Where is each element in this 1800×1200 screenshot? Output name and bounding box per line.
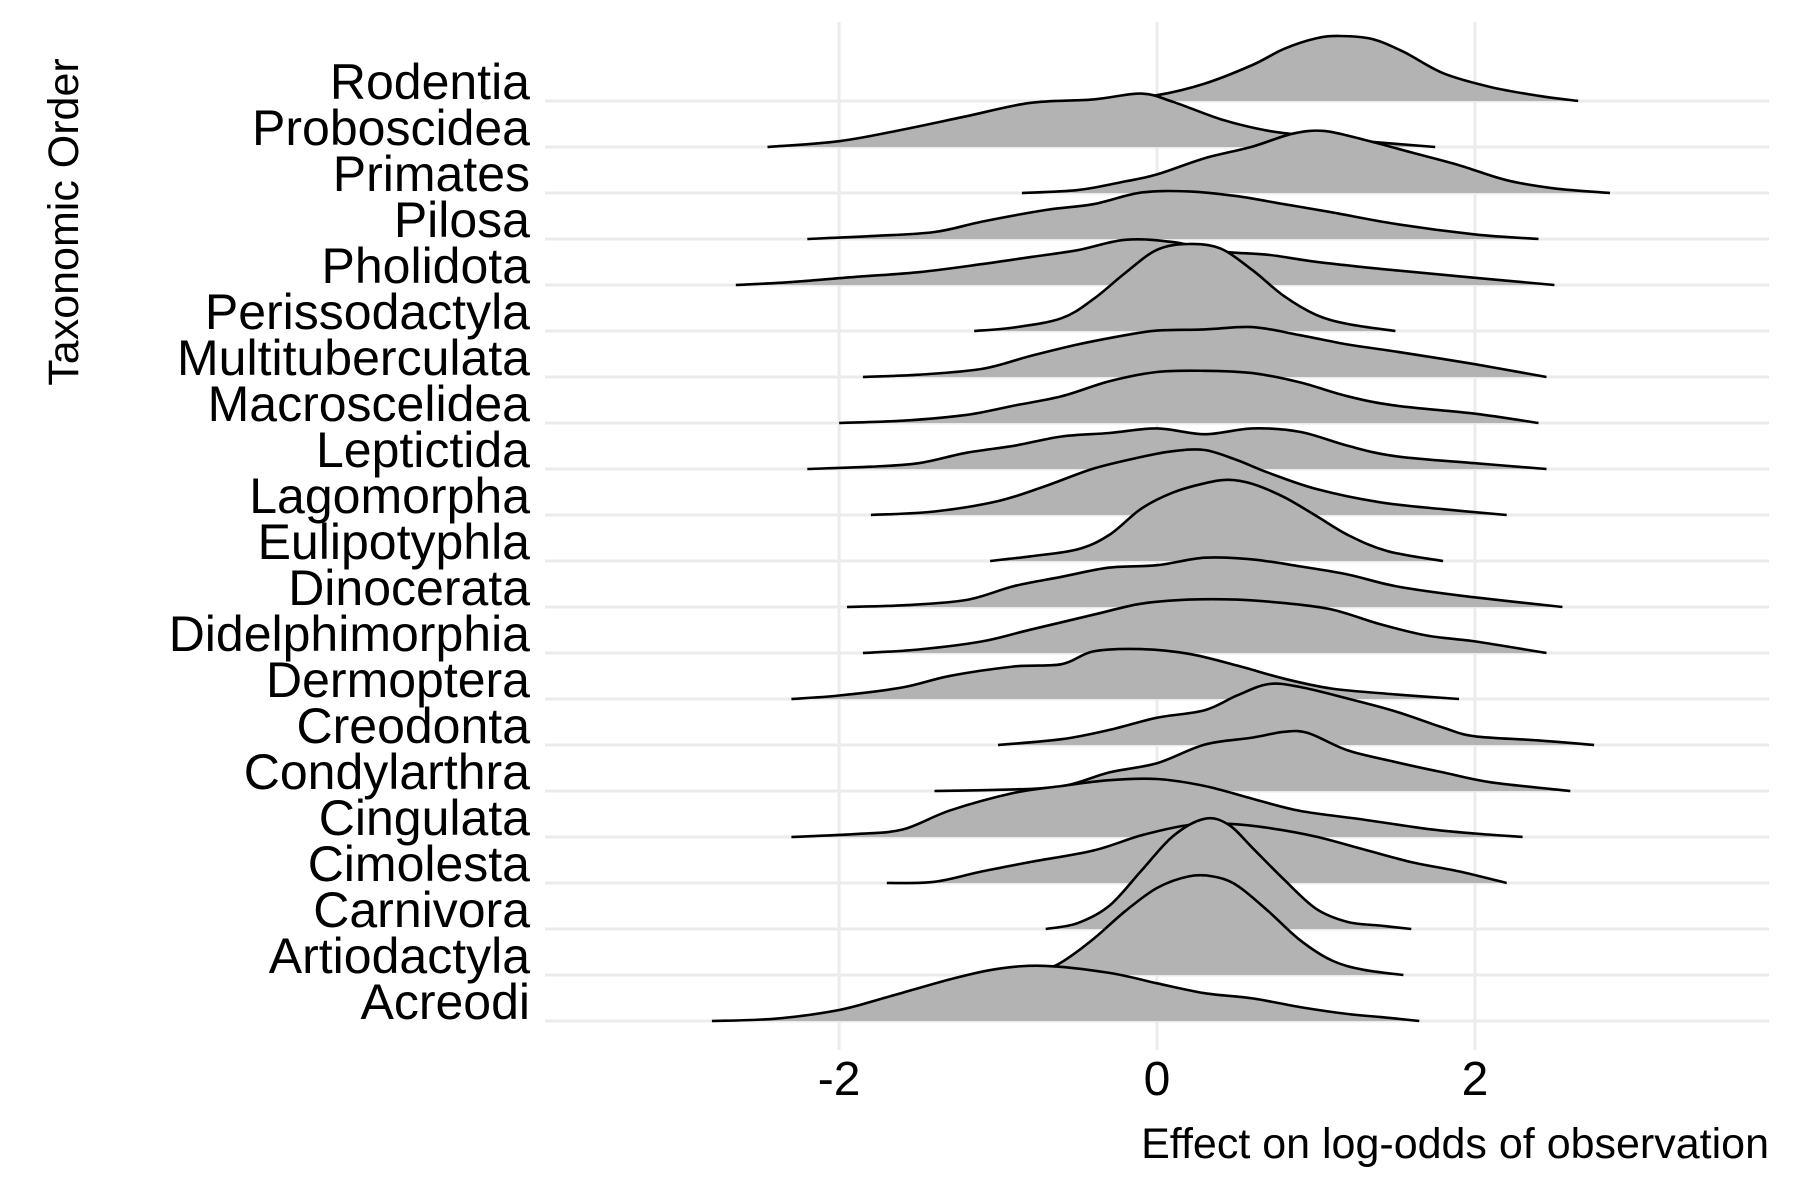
category-label: Cingulata <box>319 790 530 846</box>
ridge-outline <box>735 237 1555 287</box>
ridge-fill <box>807 191 1539 239</box>
ridge-perissodactyla <box>974 242 1396 333</box>
ridge-outline <box>989 478 1444 563</box>
ridge-fill <box>711 965 1420 1021</box>
ridge-fill <box>862 326 1547 377</box>
category-label: Carnivora <box>313 882 530 938</box>
ridge-outline <box>1021 129 1611 195</box>
ridge-dermoptera <box>791 647 1460 701</box>
ridge-outline <box>791 647 1460 701</box>
ridge-didelphimorphia <box>862 597 1547 655</box>
ridge-fill <box>934 730 1571 791</box>
ridge-fill <box>1021 130 1610 193</box>
y-axis-title: Taxonomic Order <box>40 58 88 385</box>
category-label: Macroscelidea <box>208 376 531 432</box>
ridge-artiodactyla <box>1021 873 1404 977</box>
category-label: Pholidota <box>322 238 531 294</box>
category-label: Primates <box>333 146 530 202</box>
ridge-fill <box>870 449 1507 515</box>
ridge-acreodi <box>711 964 1420 1023</box>
ridge-outline <box>807 189 1539 241</box>
category-label: Acreodi <box>360 974 530 1030</box>
ridge-fill <box>1101 35 1579 101</box>
category-label: Condylarthra <box>244 744 530 800</box>
ridge-fill <box>839 370 1539 423</box>
ridge-outline <box>1101 34 1579 103</box>
ridge-fill <box>791 778 1523 837</box>
category-label: Pilosa <box>394 192 530 248</box>
category-label: Artiodactyla <box>269 928 530 984</box>
ridge-fill <box>767 93 1436 147</box>
ridge-outline <box>862 597 1547 655</box>
ridge-pilosa <box>807 189 1539 241</box>
x-tick-label: 0 <box>1144 1053 1171 1106</box>
x-tick-label: 2 <box>1462 1053 1489 1106</box>
ridge-dinocerata <box>846 556 1563 609</box>
density-ridges <box>711 34 1611 1023</box>
ridge-outline <box>846 556 1563 609</box>
ridge-outline <box>839 369 1539 425</box>
ridge-outline <box>997 682 1595 747</box>
category-label: Leptictida <box>316 422 530 478</box>
category-labels: AcreodiArtiodactylaCarnivoraCimolestaCin… <box>169 54 531 1030</box>
ridge-fill <box>807 428 1547 469</box>
x-tick-label: -2 <box>818 1053 861 1106</box>
ridge-fill <box>847 557 1563 607</box>
category-label: Dinocerata <box>288 560 530 616</box>
x-tick-labels: -2 0 2 <box>818 1053 1489 1106</box>
x-axis-title: Effect on log-odds of observation <box>1141 1120 1769 1168</box>
ridge-outline <box>870 448 1507 517</box>
ridge-outline <box>1045 816 1412 931</box>
category-label: Dermoptera <box>266 652 530 708</box>
ridge-eulipotyphla <box>989 478 1444 563</box>
ridge-fill <box>998 683 1595 745</box>
category-label: Didelphimorphia <box>169 606 530 662</box>
ridge-leptictida <box>807 427 1547 471</box>
category-label: Eulipotyphla <box>258 514 531 570</box>
category-label: Multituberculata <box>177 330 530 386</box>
category-label: Cimolesta <box>308 836 530 892</box>
ridge-outline <box>1021 873 1404 977</box>
ridge-fill <box>862 599 1547 653</box>
category-label: Rodentia <box>330 54 530 110</box>
ridge-cingulata <box>791 777 1523 839</box>
ridge-fill <box>990 479 1444 561</box>
ridge-outline <box>791 777 1523 839</box>
category-label: Lagomorpha <box>249 468 530 524</box>
ridge-outline <box>862 325 1547 379</box>
ridge-rodentia <box>1101 34 1579 103</box>
category-label: Proboscidea <box>252 100 530 156</box>
ridge-multituberculata <box>862 325 1547 379</box>
category-label: Perissodactyla <box>205 284 530 340</box>
ridge-creodonta <box>997 682 1595 747</box>
ridge-outline <box>974 242 1396 333</box>
ridge-outline <box>807 427 1547 471</box>
category-label: Creodonta <box>297 698 531 754</box>
ridge-outline <box>711 964 1420 1023</box>
ridge-fill <box>1021 875 1404 975</box>
ridge-macroscelidea <box>839 369 1539 425</box>
ridge-lagomorpha <box>870 448 1507 517</box>
ridge-primates <box>1021 129 1611 195</box>
